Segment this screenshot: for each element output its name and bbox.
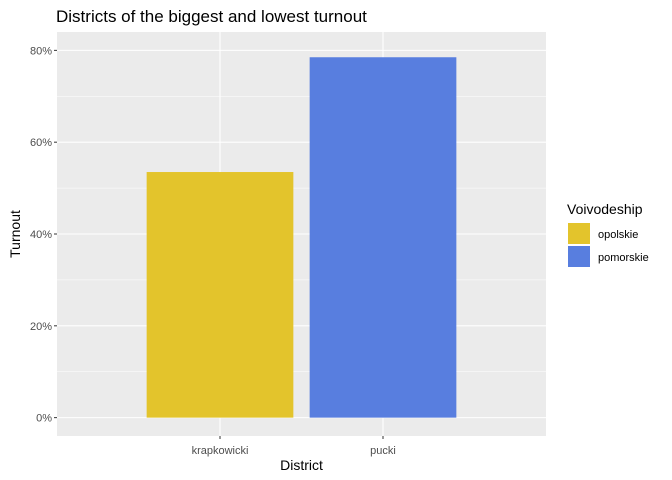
legend-label-pomorskie: pomorskie — [598, 252, 649, 264]
y-tick-label: 40% — [30, 229, 52, 241]
y-tick-label: 60% — [30, 137, 52, 149]
y-axis-ticks: 0% 20% 40% 60% 80% — [30, 45, 57, 425]
y-axis-title: Turnout — [7, 210, 23, 258]
legend: Voivodeship opolskie pomorskie — [567, 201, 649, 267]
bar-pucki — [309, 57, 457, 418]
x-axis-title: District — [280, 457, 323, 473]
legend-title: Voivodeship — [567, 201, 643, 217]
legend-label-opolskie: opolskie — [598, 229, 638, 241]
y-tick-label: 0% — [36, 413, 52, 425]
x-tick-label: pucki — [370, 445, 396, 457]
chart-title: Districts of the biggest and lowest turn… — [56, 7, 367, 26]
x-tick-label: krapkowicki — [192, 445, 249, 457]
x-axis-ticks: krapkowicki pucki — [192, 436, 396, 457]
y-tick-label: 80% — [30, 45, 52, 57]
legend-key-opolskie — [568, 223, 590, 244]
y-tick-label: 20% — [30, 321, 52, 333]
legend-key-pomorskie — [568, 246, 590, 267]
bars — [146, 57, 457, 418]
bar-krapkowicki — [146, 172, 294, 418]
